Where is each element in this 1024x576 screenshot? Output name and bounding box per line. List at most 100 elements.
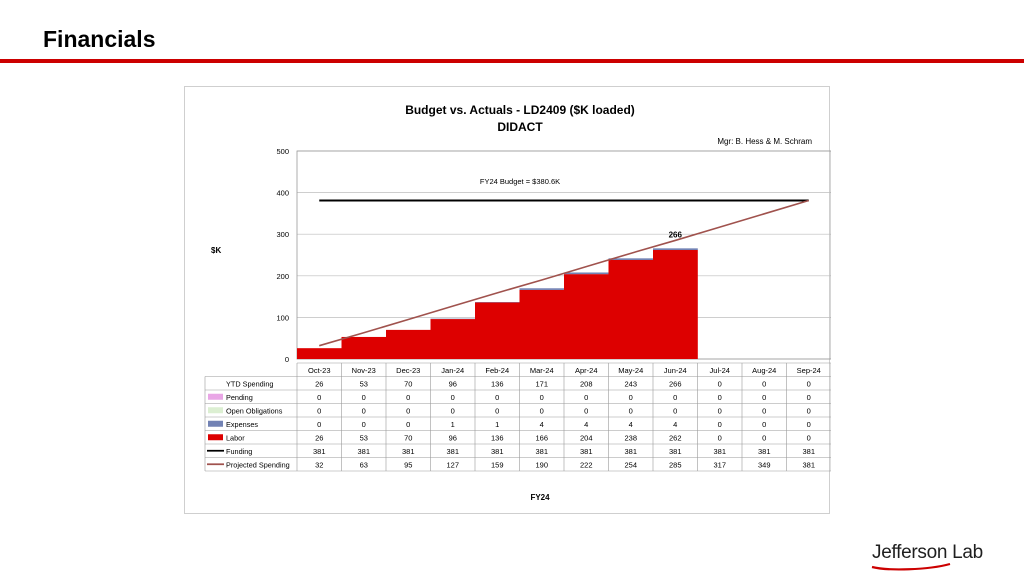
table-cell: 381 — [446, 447, 459, 456]
series-name: Projected Spending — [226, 460, 290, 469]
chart-subtitle: DIDACT — [497, 120, 543, 134]
labor-bar — [430, 319, 476, 359]
table-cell: 4 — [629, 420, 633, 429]
table-cell: 0 — [406, 420, 410, 429]
expenses-bar — [564, 272, 609, 275]
x-axis-label: FY24 — [530, 493, 550, 502]
series-name: Expenses — [226, 420, 258, 429]
manager-note: Mgr: B. Hess & M. Schram — [717, 137, 812, 146]
table-cell: 0 — [451, 393, 455, 402]
table-cell: 63 — [360, 460, 368, 469]
table-cell: 381 — [313, 447, 326, 456]
series-name: Labor — [226, 433, 245, 442]
table-cell: 238 — [624, 433, 637, 442]
table-cell: 0 — [762, 420, 766, 429]
table-cell: 53 — [360, 433, 368, 442]
x-tick-label: Mar-24 — [530, 366, 554, 375]
x-tick-label: Oct-23 — [308, 366, 331, 375]
table-cell: 0 — [718, 406, 722, 415]
x-tick-label: Jan-24 — [441, 366, 464, 375]
table-cell: 0 — [406, 406, 410, 415]
table-cell: 95 — [404, 460, 412, 469]
expenses-bar — [608, 258, 654, 260]
expenses-bar — [519, 288, 565, 290]
legend-key-swatch — [208, 434, 223, 441]
labor-bar — [608, 259, 654, 359]
table-cell: 0 — [718, 433, 722, 442]
table-cell: 0 — [629, 393, 633, 402]
table-cell: 0 — [718, 420, 722, 429]
labor-bar — [386, 329, 431, 359]
y-tick-label: 500 — [276, 147, 289, 156]
table-cell: 0 — [362, 406, 366, 415]
y-tick-label: 200 — [276, 272, 289, 281]
table-cell: 381 — [624, 447, 637, 456]
table-cell: 0 — [451, 406, 455, 415]
table-cell: 0 — [317, 406, 321, 415]
table-cell: 159 — [491, 460, 504, 469]
table-cell: 0 — [718, 393, 722, 402]
table-cell: 0 — [317, 420, 321, 429]
projected-spending-line — [319, 199, 809, 347]
x-tick-label: Sep-24 — [797, 366, 821, 375]
table-cell: 4 — [673, 420, 677, 429]
table-cell: 285 — [669, 460, 682, 469]
table-cell: 32 — [315, 460, 323, 469]
table-cell: 0 — [673, 406, 677, 415]
logo-text: Jefferson Lab — [872, 542, 983, 563]
table-cell: 204 — [580, 433, 593, 442]
slide-title: Financials — [43, 26, 156, 52]
table-cell: 381 — [535, 447, 548, 456]
table-cell: 208 — [580, 379, 593, 388]
table-cell: 0 — [495, 393, 499, 402]
table-cell: 381 — [802, 447, 815, 456]
table-cell: 349 — [758, 460, 771, 469]
table-cell: 127 — [446, 460, 459, 469]
title-rule — [0, 59, 1024, 63]
table-cell: 381 — [357, 447, 370, 456]
table-cell: 0 — [629, 406, 633, 415]
table-cell: 70 — [404, 379, 412, 388]
table-cell: 0 — [406, 393, 410, 402]
table-cell: 136 — [491, 433, 504, 442]
legend-key-swatch — [208, 420, 223, 427]
table-cell: 53 — [360, 379, 368, 388]
table-cell: 381 — [713, 447, 726, 456]
table-cell: 0 — [718, 379, 722, 388]
series-name: Pending — [226, 393, 253, 402]
table-cell: 317 — [713, 460, 726, 469]
table-cell: 0 — [762, 393, 766, 402]
table-cell: 96 — [449, 379, 457, 388]
table-cell: 0 — [362, 420, 366, 429]
x-tick-label: Feb-24 — [485, 366, 509, 375]
legend-key-swatch — [208, 407, 223, 414]
table-cell: 0 — [495, 406, 499, 415]
x-tick-label: Jul-24 — [710, 366, 730, 375]
table-cell: 262 — [669, 433, 682, 442]
series-name: Funding — [226, 447, 252, 456]
labor-bar — [297, 348, 342, 359]
table-cell: 0 — [762, 406, 766, 415]
table-cell: 243 — [624, 379, 637, 388]
y-tick-label: 300 — [276, 230, 289, 239]
x-tick-label: Aug-24 — [752, 366, 776, 375]
table-cell: 4 — [584, 420, 588, 429]
table-cell: 381 — [491, 447, 504, 456]
x-tick-label: Nov-23 — [352, 366, 376, 375]
table-cell: 381 — [580, 447, 593, 456]
table-cell: 254 — [624, 460, 637, 469]
table-cell: 0 — [807, 379, 811, 388]
logo-swoosh-icon — [871, 562, 951, 571]
table-cell: 381 — [802, 460, 815, 469]
x-tick-label: May-24 — [618, 366, 643, 375]
series-name: YTD Spending — [226, 379, 273, 388]
expenses-bar — [653, 248, 698, 251]
table-cell: 266 — [669, 379, 682, 388]
table-cell: 0 — [540, 393, 544, 402]
table-cell: 0 — [317, 393, 321, 402]
table-cell: 0 — [540, 406, 544, 415]
labor-bar — [653, 250, 698, 359]
chart-title: Budget vs. Actuals - LD2409 ($K loaded) — [405, 103, 635, 117]
table-cell: 96 — [449, 433, 457, 442]
y-tick-label: 400 — [276, 189, 289, 198]
